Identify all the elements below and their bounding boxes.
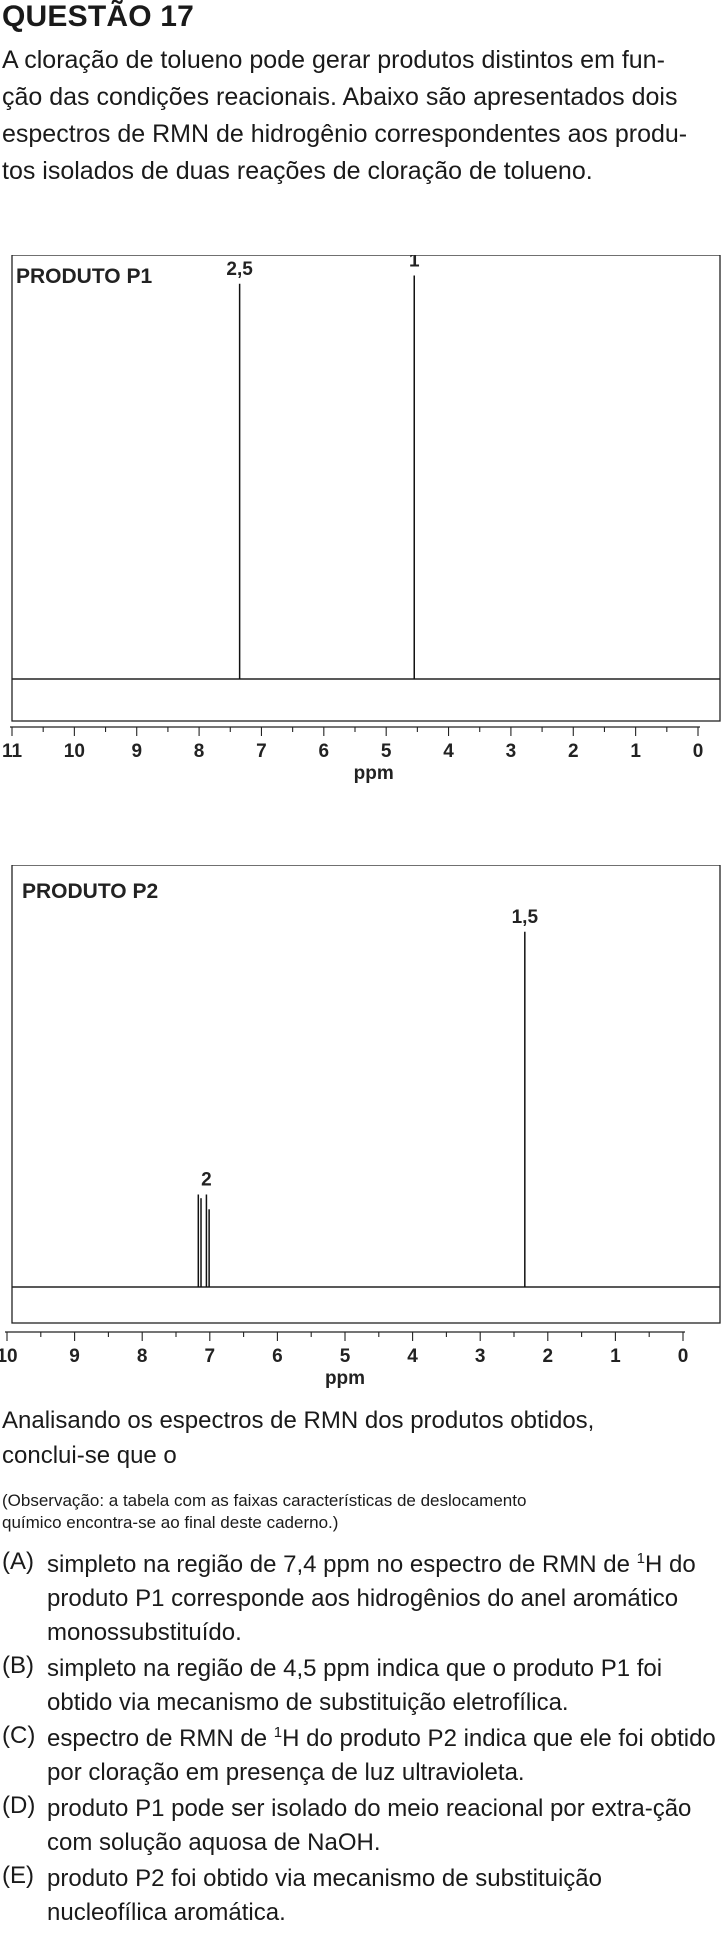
x-tick-label: 0 [693,741,704,762]
x-tick-label: 5 [340,1346,351,1367]
plot-frame [11,865,721,1324]
x-tick-label: 4 [407,1346,418,1367]
x-axis-label: ppm [354,763,394,784]
option-d-letter[interactable]: (D) [2,1792,36,1819]
spectrum-title: PRODUTO P2 [22,880,158,903]
option-text-part: H do produto P2 indica que ele foi obtid… [47,1725,716,1786]
question-intro: A cloração de tolueno pode gerar produto… [2,42,720,190]
x-tick-label: 1 [610,1346,621,1367]
superscript: 1 [273,1724,283,1741]
x-tick-label: 6 [272,1346,283,1367]
note-line: químico encontra-se ao final deste cader… [2,1513,339,1532]
intro-line: ção das condições reacionais. Abaixo são… [2,83,678,111]
x-tick-label: 5 [381,741,392,762]
option-a-letter[interactable]: (A) [2,1548,34,1575]
intro-line: A cloração de tolueno pode gerar produto… [2,46,665,74]
note-line: (Observação: a tabela com as faixas cara… [2,1491,527,1510]
peak-label: 1,5 [512,907,539,928]
analysis-text: Analisando os espectros de RMN dos produ… [2,1403,594,1473]
x-tick-label: 7 [205,1346,216,1367]
x-tick-label: 9 [69,1346,80,1367]
spectrum-title: PRODUTO P1 [16,265,152,288]
x-tick-label: 6 [319,741,330,762]
option-text-part: H do produto P1 corresponde aos hidrogên… [47,1551,696,1646]
intro-line: tos isolados de duas reações de cloração… [2,157,593,185]
superscript: 1 [636,1550,646,1567]
option-e-text[interactable]: produto P2 foi obtido via mecanismo de s… [47,1865,602,1926]
option-b-letter[interactable]: (B) [2,1652,34,1679]
peak-label: 2 [201,1170,212,1191]
x-tick-label: 8 [194,741,205,762]
x-tick-label: 0 [678,1346,689,1367]
option-a-text[interactable]: simpleto na região de 7,4 ppm no espectr… [47,1548,723,1650]
x-tick-label: 1 [630,741,641,762]
x-tick-label: 11 [2,741,23,762]
peak-label: 1 [409,255,420,271]
x-tick-label: 7 [256,741,267,762]
peak-label: 2,5 [226,259,253,280]
option-text-part: espectro de RMN de [47,1725,274,1752]
option-d-text[interactable]: produto P1 pode ser isolado do meio reac… [47,1795,692,1856]
x-tick-label: 2 [568,741,579,762]
x-tick-label: 2 [543,1346,554,1367]
option-e-letter[interactable]: (E) [2,1862,34,1889]
analysis-line: Analisando os espectros de RMN dos produ… [2,1407,595,1434]
x-tick-label: 4 [443,741,454,762]
question-title: QUESTÃO 17 [2,0,195,33]
analysis-line: conclui-se que o [2,1442,177,1469]
x-tick-label: 3 [506,741,517,762]
option-b-text[interactable]: simpleto na região de 4,5 ppm indica que… [47,1655,663,1716]
x-tick-label: 9 [131,741,142,762]
analysis-note: (Observação: a tabela com as faixas cara… [2,1490,526,1534]
option-c-text[interactable]: espectro de RMN de 1H do produto P2 indi… [47,1722,723,1790]
x-tick-label: 8 [137,1346,148,1367]
answer-options: (A) simpleto na região de 7,4 ppm no esp… [0,1548,725,1948]
intro-line: espectros de RMN de hidrogênio correspon… [2,120,688,148]
plot-frame [11,255,721,722]
x-axis-label: ppm [325,1368,365,1389]
x-tick-label: 10 [0,1346,18,1367]
x-tick-label: 3 [475,1346,486,1367]
option-c-letter[interactable]: (C) [2,1722,36,1749]
option-text-part: simpleto na região de 7,4 ppm no espectr… [47,1551,630,1578]
x-tick-label: 10 [64,741,85,762]
